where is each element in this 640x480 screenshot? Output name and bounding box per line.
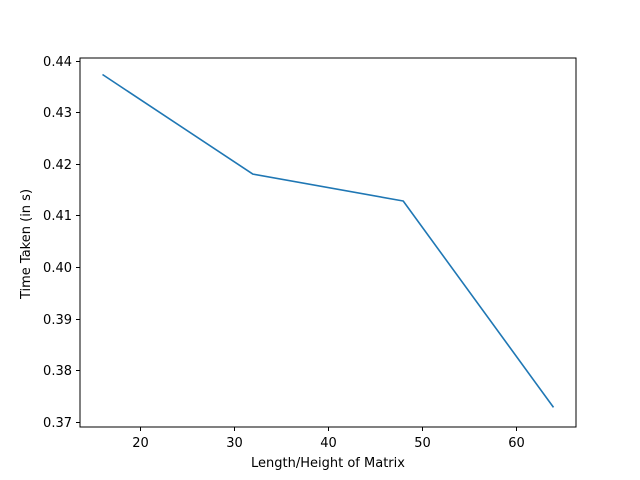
series-layer — [102, 73, 555, 408]
x-axis-ticks: 20 30 40 50 60 — [132, 427, 525, 451]
axes-frame — [79, 57, 577, 428]
y-tick-label: 0.38 — [43, 364, 72, 379]
x-tick-label: 60 — [508, 436, 525, 451]
y-tick-label: 0.39 — [43, 313, 72, 328]
y-tick-label: 0.40 — [43, 261, 72, 276]
y-axis-title: Time Taken (in s) — [19, 189, 34, 300]
x-tick-label: 40 — [320, 436, 337, 451]
plot-area — [79, 57, 577, 428]
y-tick-label: 0.37 — [43, 416, 72, 431]
series-line — [102, 73, 555, 408]
y-tick-label: 0.41 — [43, 209, 72, 224]
y-tick-label: 0.42 — [43, 158, 72, 173]
x-tick-label: 50 — [414, 436, 431, 451]
x-axis-title: Length/Height of Matrix — [251, 456, 405, 471]
y-tick-label: 0.44 — [43, 55, 72, 70]
x-tick-label: 30 — [226, 436, 243, 451]
y-tick-label: 0.43 — [43, 106, 72, 121]
x-tick-label: 20 — [132, 436, 149, 451]
y-axis-ticks: 0.37 0.38 0.39 0.40 0.41 0.42 0.43 0.44 — [43, 55, 80, 431]
